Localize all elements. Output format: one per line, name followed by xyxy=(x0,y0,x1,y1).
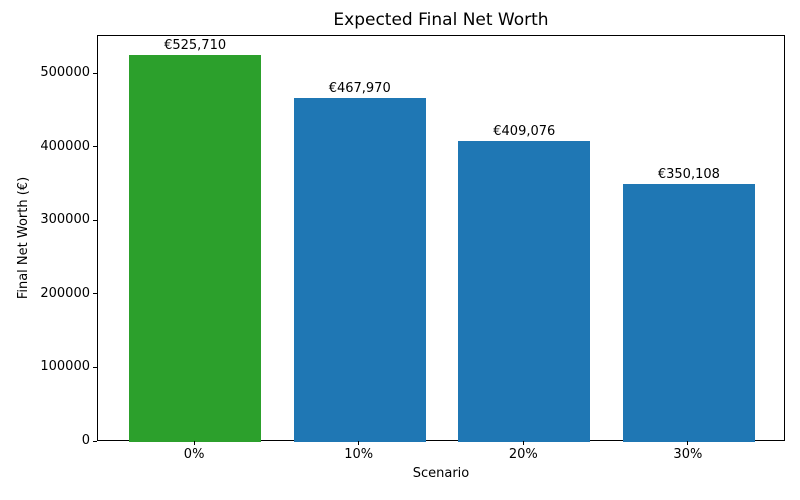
x-tick-label: 10% xyxy=(344,447,374,462)
x-tick-label: 30% xyxy=(673,447,703,462)
y-tick-label: 400000 xyxy=(40,138,90,154)
y-tick-mark xyxy=(93,366,97,368)
y-tick-label: 0 xyxy=(81,433,90,448)
y-tick-mark xyxy=(93,219,97,221)
bar-value-label: €525,710 xyxy=(164,38,227,54)
bar-value-label: €409,076 xyxy=(493,124,556,140)
chart-title: Expected Final Net Worth xyxy=(333,10,549,30)
y-tick-mark xyxy=(93,440,97,442)
bar-30% xyxy=(623,184,755,442)
y-tick-mark xyxy=(93,72,97,74)
bar-value-label: €350,108 xyxy=(657,167,720,183)
x-tick-label: 20% xyxy=(508,447,538,462)
x-tick-label: 0% xyxy=(183,447,205,462)
bar-value-label: €467,970 xyxy=(328,80,391,96)
y-tick-label: 100000 xyxy=(40,359,90,375)
bar-20% xyxy=(458,141,591,442)
bar-10% xyxy=(293,97,426,442)
plot-area: €525,710 €467,970 €409,076 €350,108 xyxy=(97,35,785,442)
y-tick-mark xyxy=(93,293,97,295)
bar-0% xyxy=(129,55,261,442)
y-tick-label: 300000 xyxy=(40,212,90,228)
y-tick-mark xyxy=(93,146,97,148)
y-tick-label: 500000 xyxy=(40,65,90,81)
x-axis-label: Scenario xyxy=(412,466,470,481)
x-tick-mark xyxy=(193,441,195,445)
y-tick-label: 200000 xyxy=(40,285,90,301)
x-tick-mark xyxy=(522,441,524,445)
x-tick-mark xyxy=(687,441,689,445)
y-axis-label: Final Net Worth (€) xyxy=(16,176,31,300)
x-tick-mark xyxy=(358,441,360,445)
